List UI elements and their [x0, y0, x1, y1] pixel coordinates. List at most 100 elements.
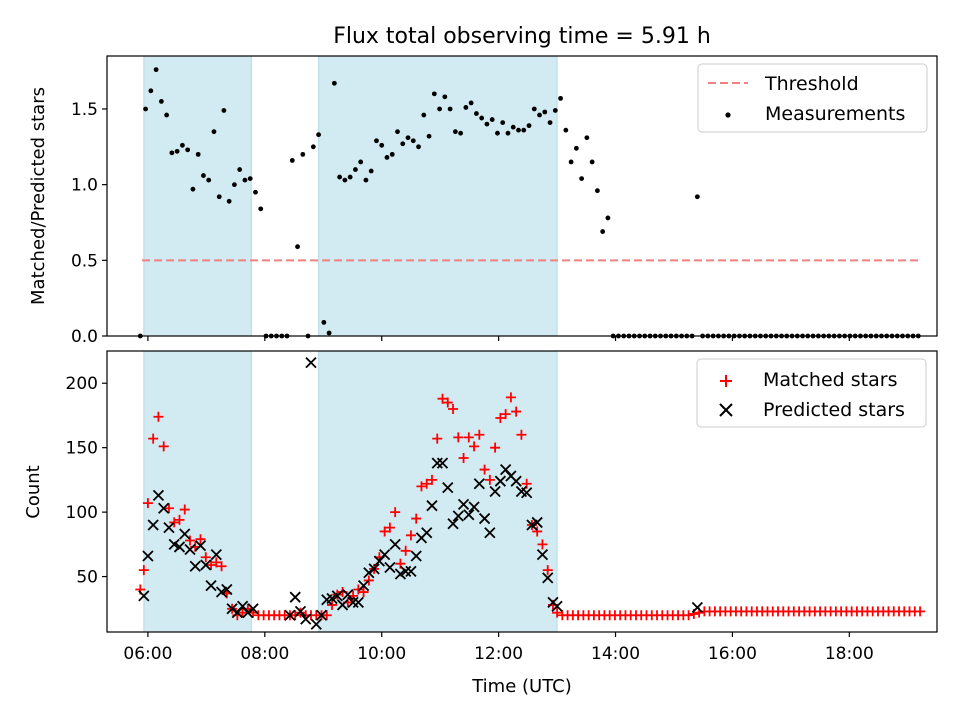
measurements-point	[452, 129, 458, 135]
measurements-point	[326, 330, 332, 336]
predicted-stars-point	[436, 457, 449, 469]
measurements-point	[158, 99, 164, 104]
top-observing-windows	[143, 55, 558, 337]
predicted-stars-point	[310, 618, 322, 630]
measurements-point	[331, 80, 337, 86]
matched-legend-label: Matched stars	[763, 369, 897, 391]
measurements-point	[185, 147, 191, 153]
measurements-point	[363, 177, 369, 183]
predicted-stars-point	[510, 475, 522, 487]
predicted-stars-point	[179, 528, 191, 540]
bottom-observing-window-0	[143, 350, 252, 633]
measurements-point	[342, 177, 348, 183]
predicted-stars-point	[294, 605, 307, 618]
measurements-point	[416, 144, 421, 150]
x-tick-label: 06:00	[123, 644, 172, 664]
matched-stars-point	[327, 599, 338, 610]
top-y-tick-label: 0.5	[71, 251, 98, 271]
matched-stars-point	[169, 517, 180, 528]
predicted-stars-point	[484, 527, 496, 539]
predicted-stars-point	[331, 590, 343, 602]
measurements-point	[584, 135, 590, 141]
measurements-point	[226, 198, 232, 204]
predicted-stars-point	[200, 559, 212, 571]
predicted-stars-point	[551, 600, 563, 612]
matched-stars-point	[405, 530, 416, 541]
matched-stars-point	[432, 433, 443, 444]
predicted-stars-point	[300, 613, 312, 625]
bottom-y-tick-label: 200	[66, 374, 98, 394]
measurements-point	[389, 151, 395, 157]
measurements-point	[384, 155, 390, 160]
matched-stars-point	[358, 587, 369, 598]
top-observing-window-0	[143, 55, 252, 337]
matched-stars-point	[516, 429, 527, 440]
top-y-tick-label: 1.0	[71, 176, 98, 196]
threshold-legend-label: Threshold	[764, 73, 859, 95]
predicted-stars-point	[463, 509, 475, 521]
matched-stars-point	[237, 607, 248, 618]
matched-stars-point	[158, 441, 169, 452]
matched-stars-point	[915, 606, 926, 617]
x-axis-label: Time (UTC)	[471, 676, 572, 697]
predicted-stars-point	[138, 590, 150, 602]
measurements-point	[289, 158, 295, 163]
measurements-point	[242, 177, 248, 183]
predicted-stars-point	[342, 588, 354, 601]
predicted-stars-point	[194, 540, 207, 552]
matched-stars-point	[505, 392, 516, 403]
matched-stars-point	[206, 559, 217, 570]
measurements-point	[368, 168, 374, 174]
matched-stars-point	[421, 478, 432, 489]
measurements-point	[510, 124, 516, 130]
measurements-point	[421, 112, 427, 118]
predicted-stars-point	[184, 543, 196, 556]
matched-stars-point	[426, 474, 437, 485]
matched-stars-point	[148, 433, 159, 444]
bottom-legend-box	[696, 358, 927, 428]
measurements-point	[405, 135, 411, 141]
measurements-point	[463, 105, 469, 110]
matched-stars-point	[142, 498, 153, 509]
top-panel: 0.0 0.5 1.0 1.5 Matched/Predicted stars Thr…	[28, 55, 938, 347]
measurements-point	[247, 176, 253, 181]
x-tick-label: 14:00	[591, 644, 640, 664]
chart-title: Flux total observing time = 5.91 h	[333, 24, 711, 49]
predicted-stars-point	[315, 609, 328, 621]
measurements-point	[542, 109, 548, 115]
measurements-point	[431, 91, 437, 97]
measurements-point	[237, 167, 243, 172]
measurements-point	[221, 108, 227, 113]
matched-stars-point	[384, 522, 395, 533]
predicted-stars-point	[421, 527, 433, 539]
measurements-point	[295, 244, 300, 250]
bottom-y-axis-label: Count	[23, 465, 44, 518]
measurements-point	[180, 142, 185, 148]
measurements-point	[605, 215, 611, 221]
measurements-point	[474, 111, 479, 116]
measurements-point	[694, 194, 700, 200]
predicted-legend-label: Predicted stars	[763, 399, 905, 421]
predicted-stars-point	[452, 510, 464, 522]
measurements-point	[568, 159, 574, 165]
predicted-stars-point	[289, 591, 301, 603]
measurements-point	[489, 117, 495, 122]
bottom-axes-frame	[106, 350, 938, 633]
matched-stars-point	[442, 397, 453, 408]
matched-stars-point	[537, 539, 548, 550]
matched-stars-point	[163, 503, 174, 514]
predicted-stars-point	[442, 481, 454, 494]
measurements-point	[174, 148, 180, 154]
measurements-point	[437, 106, 442, 112]
measurements-point	[531, 106, 537, 112]
measurements-point	[521, 127, 527, 133]
predicted-stars-point	[247, 603, 259, 615]
predicted-stars-point	[536, 549, 549, 561]
measurements-point	[347, 174, 353, 180]
measurements-point	[358, 159, 364, 165]
predicted-stars-point	[473, 478, 485, 490]
measurements-point	[426, 133, 432, 139]
measurements-point	[516, 127, 521, 133]
predicted-stars-point	[531, 516, 543, 529]
predicted-stars-point	[447, 518, 459, 530]
